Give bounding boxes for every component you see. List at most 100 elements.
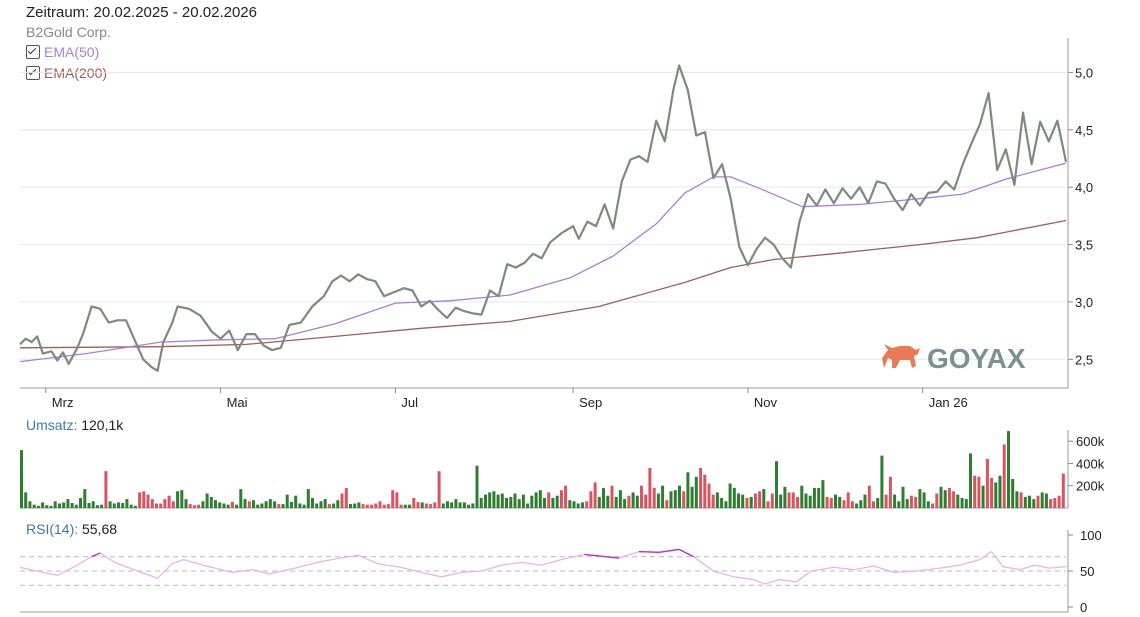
- volume-bar: [707, 483, 711, 508]
- volume-bar: [766, 501, 770, 508]
- volume-bar: [947, 487, 951, 508]
- volume-bar: [382, 504, 386, 508]
- volume-bar: [521, 494, 525, 508]
- volume-bar: [408, 504, 411, 508]
- x-tick-label: Nov: [754, 395, 778, 410]
- volume-bar: [150, 499, 154, 508]
- volume-bar: [391, 490, 395, 508]
- volume-bar: [728, 483, 732, 508]
- price-y-tick-label: 2,5: [1075, 352, 1093, 367]
- volume-bar: [163, 499, 167, 508]
- volume-bar: [365, 504, 369, 508]
- volume-bar: [159, 503, 163, 508]
- volume-bar: [74, 504, 78, 508]
- volume-bar: [412, 498, 416, 508]
- volume-bar: [1044, 493, 1048, 508]
- volume-bar: [1049, 499, 1053, 508]
- volume-bar: [306, 489, 310, 508]
- legend-ema50[interactable]: EMA(50): [26, 44, 99, 60]
- volume-bar: [977, 476, 981, 508]
- volume-bar: [581, 502, 584, 508]
- volume-bar: [990, 477, 994, 508]
- volume-bar: [817, 487, 821, 508]
- x-tick-label: Mai: [227, 395, 248, 410]
- volume-bar: [652, 487, 656, 508]
- volume-bar: [631, 492, 635, 508]
- volume-bar: [635, 495, 639, 508]
- volume-bar: [125, 499, 129, 508]
- volume-bar: [264, 501, 268, 508]
- rsi-y-tick-label: 50: [1080, 564, 1094, 579]
- volume-bar: [1040, 492, 1044, 508]
- volume-bar: [829, 498, 833, 508]
- volume-bar: [155, 503, 158, 508]
- volume-bar: [205, 493, 209, 508]
- rsi-value: 55,68: [82, 521, 118, 537]
- volume-bar: [846, 492, 850, 508]
- volume-bar: [762, 489, 766, 508]
- volume-bar: [256, 504, 260, 508]
- ema50-checkbox[interactable]: [26, 45, 40, 59]
- volume-bar: [441, 503, 445, 508]
- volume-bar: [656, 493, 660, 508]
- volume-bar: [500, 493, 504, 508]
- volume-bar: [905, 499, 909, 508]
- volume-bar: [467, 504, 471, 508]
- volume-bar: [724, 501, 728, 508]
- volume-bar: [614, 496, 618, 508]
- period-label: Zeitraum: 20.02.2025 - 20.02.2026: [26, 4, 257, 21]
- volume-bar: [922, 492, 926, 508]
- volume-bar: [336, 500, 340, 508]
- rsi-extreme-segment: [584, 553, 605, 558]
- volume-bar: [732, 487, 736, 508]
- volume-bar: [239, 489, 243, 508]
- volume-y-tick-label: 400k: [1076, 456, 1105, 471]
- volume-bar: [1036, 495, 1040, 508]
- volume-label: Umsatz:: [26, 417, 78, 433]
- volume-bar: [285, 494, 289, 508]
- volume-bar: [171, 501, 175, 508]
- volume-bar: [888, 476, 892, 508]
- volume-bar: [45, 505, 49, 508]
- volume-bar: [91, 501, 95, 508]
- volume-bar: [399, 504, 403, 508]
- volume-bar: [737, 493, 740, 508]
- volume-bar: [686, 472, 690, 508]
- volume-bar: [121, 503, 125, 508]
- volume-bar: [70, 503, 74, 508]
- volume-bar: [964, 499, 968, 508]
- volume-bar: [184, 499, 188, 508]
- volume-bar: [918, 489, 922, 508]
- volume-bar: [834, 494, 837, 508]
- series-line-ema50: [19, 162, 1067, 363]
- x-tick-label: Jan 26: [929, 395, 968, 410]
- volume-bar: [800, 485, 804, 508]
- volume-bar: [180, 490, 184, 508]
- volume-bar: [58, 503, 61, 508]
- volume-bar: [36, 505, 40, 508]
- volume-bar: [344, 487, 348, 508]
- volume-bar: [95, 505, 99, 508]
- legend-ema200[interactable]: EMA(200): [26, 65, 107, 81]
- volume-bar: [294, 495, 298, 508]
- volume-bar: [842, 500, 846, 508]
- volume-bar: [682, 491, 686, 508]
- rsi-extreme-segment: [91, 552, 101, 558]
- rsi-y-tick-label: 100: [1080, 528, 1102, 543]
- volume-bar: [568, 500, 572, 508]
- volume-bar: [741, 494, 745, 508]
- volume-bar: [876, 498, 880, 508]
- volume-bar: [770, 493, 774, 508]
- volume-bar: [79, 498, 82, 508]
- volume-bar: [998, 475, 1002, 508]
- volume-bar: [252, 500, 255, 508]
- volume-bar: [83, 489, 87, 508]
- volume-bar: [1011, 479, 1015, 508]
- volume-bar: [1032, 499, 1036, 508]
- volume-bar: [909, 495, 913, 508]
- volume-bar: [551, 498, 555, 508]
- volume-bar: [327, 504, 331, 508]
- volume-bar: [572, 501, 576, 508]
- volume-bar: [711, 494, 715, 508]
- ema200-checkbox[interactable]: [26, 66, 40, 80]
